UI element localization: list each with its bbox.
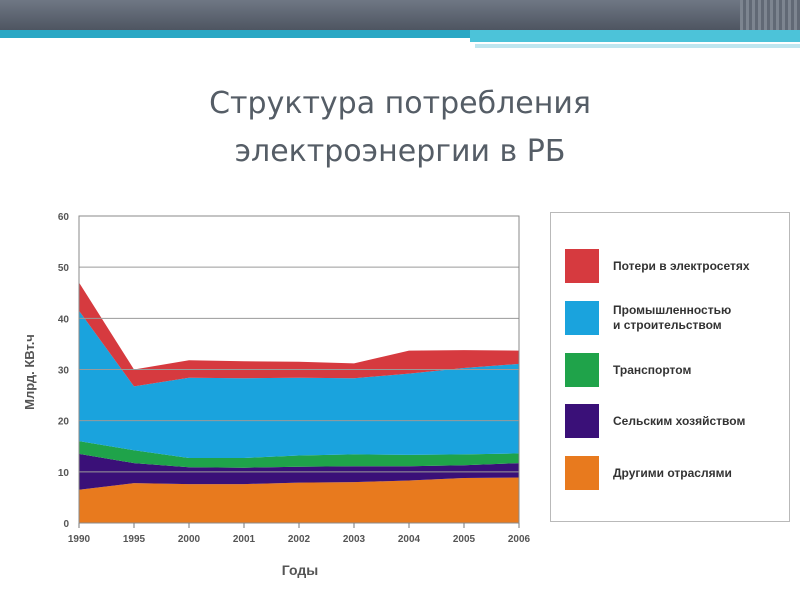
legend-item: Сельским хозяйством [565,404,783,438]
x-tick-label: 2004 [398,534,421,545]
legend-label: Потери в электросетях [613,258,750,273]
area-series-2 [79,441,519,468]
y-tick-label: 20 [58,417,70,428]
area-series-3 [79,310,519,458]
y-tick-label: 30 [58,366,70,377]
x-tick-label: 2003 [343,534,366,545]
legend-swatch [565,353,599,387]
legend-label: Сельским хозяйством [613,413,746,428]
x-tick-label: 2006 [508,534,531,545]
x-tick-label: 2001 [233,534,256,545]
legend-item: Потери в электросетях [565,249,783,283]
y-tick-label: 10 [58,468,70,479]
legend-swatch [565,301,599,335]
slide-title-line-2: электроэнергии в РБ [234,134,566,169]
legend-swatch [565,404,599,438]
top-decor-line [0,30,800,38]
x-tick-label: 1990 [68,534,91,545]
y-tick-label: 60 [58,212,70,223]
chart-legend: Потери в электросетях Промышленностью и с… [550,212,790,522]
area-chart: 0 10 20 30 40 50 60 1990 1995 2000 2001 2002 2003 200… [22,212,531,578]
legend-item: Транспортом [565,353,783,387]
legend-item: Другими отраслями [565,456,783,490]
legend-item: Промышленностью и строительством [565,301,783,335]
legend-label: Транспортом [613,362,692,377]
x-tick-label: 1995 [123,534,146,545]
slide-title: Структура потребления электроэнергии в Р… [100,80,700,176]
x-tick-label: 2005 [453,534,476,545]
x-tick-label: 2002 [288,534,311,545]
legend-swatch [565,249,599,283]
y-tick-label: 0 [63,519,69,530]
top-decor-bar [0,0,800,30]
slide-title-line-1: Структура потребления [209,86,591,121]
area-series-0 [79,477,519,523]
legend-swatch [565,456,599,490]
top-decor-line-right [470,30,800,42]
legend-label: Другими отраслями [613,465,732,480]
area-series-4 [79,282,519,387]
y-tick-label: 40 [58,314,70,325]
top-decor-accent [740,0,800,30]
x-tick-label: 2000 [178,534,201,545]
legend-label: Промышленностью и строительством [613,303,732,332]
y-tick-label: 50 [58,263,70,274]
x-axis-label: Годы [282,562,318,578]
y-axis-label: Млрд. КВт.ч [22,334,37,410]
top-decor-thin-line [475,44,800,48]
